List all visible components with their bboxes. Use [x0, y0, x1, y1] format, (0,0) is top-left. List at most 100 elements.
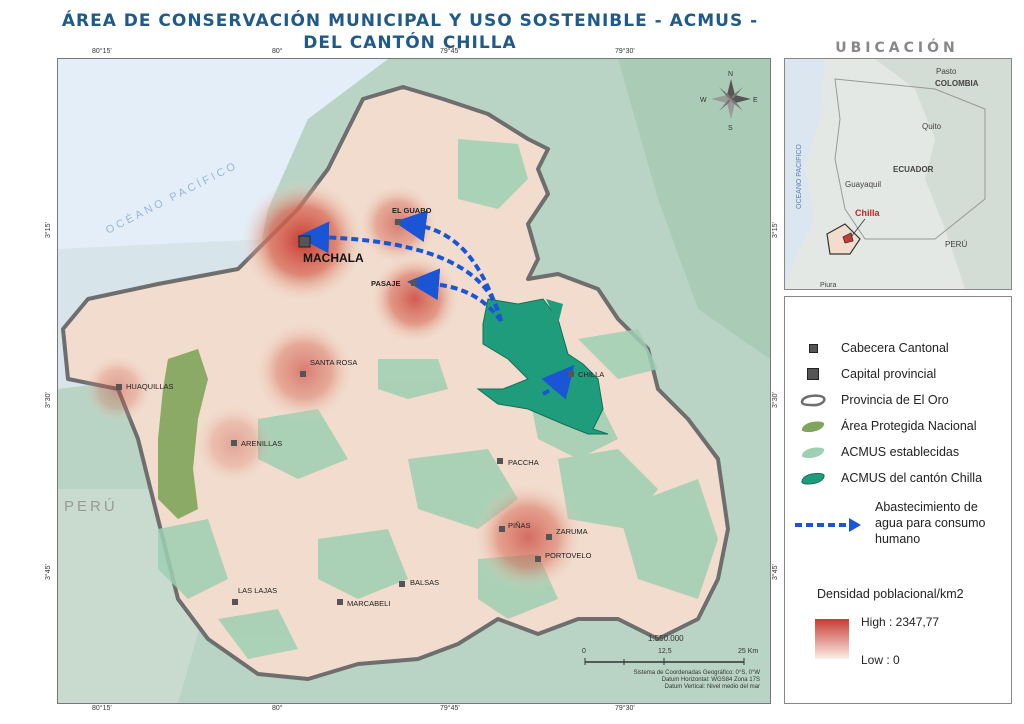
scale-tick-end: 25 Km — [738, 648, 758, 655]
coord-left-2: 3°30' — [45, 392, 52, 408]
town-pinas-label: PIÑAS — [508, 521, 531, 530]
legend-acmus-establecidas: ACMUS establecidas — [799, 443, 959, 461]
compass-w: W — [700, 97, 707, 104]
inset-pasto: Pasto — [936, 67, 957, 76]
datum-line-3: Datum Vertical: Nivel medio del mar — [665, 684, 760, 690]
town-balsas-label: BALSAS — [410, 578, 439, 587]
coord-left-1: 3°15' — [45, 222, 52, 238]
legend-density-title: Densidad poblacional/km2 — [817, 587, 964, 601]
location-inset-map[interactable]: Pasto COLOMBIA Quito ECUADOR Guayaquil C… — [784, 58, 1012, 290]
town-arenillas-label: ARENILLAS — [241, 439, 282, 448]
legend-acmus-establecidas-label: ACMUS establecidas — [841, 445, 960, 459]
capital-machala-marker[interactable] — [298, 235, 311, 248]
town-balsas-marker[interactable] — [399, 581, 405, 587]
map-title-line2: DEL CANTÓN CHILLA — [303, 33, 517, 53]
legend-provincia-label: Provincia de El Oro — [841, 393, 949, 407]
inset-guayaquil: Guayaquil — [845, 180, 881, 189]
inset-chilla-area — [842, 232, 854, 244]
town-paccha-marker[interactable] — [497, 458, 503, 464]
datum-line-1: Sistema de Coordenadas Geográfico: 0°S, … — [633, 670, 760, 676]
town-pasaje-marker[interactable] — [411, 280, 417, 286]
density-pasaje — [370, 254, 460, 344]
town-el-guabo-marker[interactable] — [395, 219, 401, 225]
town-huaquillas-marker[interactable] — [116, 384, 122, 390]
legend-acmus-establecidas-icon — [801, 447, 825, 458]
location-title: UBICACIÓN — [835, 40, 959, 56]
legend-capital-icon — [807, 368, 819, 380]
coord-bottom-3: 79°45' — [440, 705, 460, 712]
map-title: ÁREA DE CONSERVACIÓN MUNICIPAL Y USO SOS… — [30, 10, 790, 54]
compass-rose-icon: N S E W — [700, 71, 758, 132]
scale-bar: 1:550.000 0 12,5 25 Km Sistema de Coorde… — [582, 634, 760, 690]
town-el-guabo-label: EL GUABO — [392, 206, 432, 215]
main-map-svg: MACHALA EL GUABO PASAJE SANTA ROSA HUAQU… — [58, 59, 770, 703]
legend-panel: Cabecera Cantonal Capital provincial Pro… — [784, 296, 1012, 704]
main-map[interactable]: MACHALA EL GUABO PASAJE SANTA ROSA HUAQU… — [57, 58, 771, 704]
inset-ecuador-border — [834, 78, 986, 240]
town-chilla-label: CHILLA — [578, 370, 604, 379]
inset-ocean — [785, 59, 825, 289]
datum-line-2: Datum Horizontal: WGS84 Zona 17S — [662, 677, 760, 683]
legend-density-low: Low : 0 — [861, 653, 900, 667]
coord-top-1: 80°15' — [92, 48, 112, 55]
legend-density-high: High : 2347,77 — [861, 615, 940, 629]
town-marcabeli-label: MARCABELI — [347, 599, 390, 608]
coord-top-3: 79°45' — [440, 48, 460, 55]
legend-water-supply-line1: Abastecimiento de — [875, 500, 978, 514]
coord-bottom-2: 80° — [272, 705, 283, 712]
inset-quito: Quito — [922, 122, 942, 131]
coord-left-3: 3°45' — [45, 564, 52, 580]
scale-tick-0: 0 — [582, 648, 586, 655]
coord-bottom-4: 79°30' — [615, 705, 635, 712]
compass-s: S — [728, 125, 733, 132]
legend-area-protegida-label: Área Protegida Nacional — [841, 419, 977, 433]
inset-ecuador: ECUADOR — [893, 165, 934, 174]
compass-e: E — [753, 97, 758, 104]
legend-water-supply-line2: agua para consumo — [875, 516, 986, 530]
town-marcabeli-marker[interactable] — [337, 599, 343, 605]
town-las-lajas-marker[interactable] — [232, 599, 238, 605]
peru-label: PERÚ — [64, 498, 118, 515]
protected-area — [158, 349, 208, 519]
town-pinas-marker[interactable] — [499, 526, 505, 532]
legend-provincia-icon — [800, 394, 826, 407]
inset-piura: Piura — [820, 282, 836, 289]
town-portovelo-label: PORTOVELO — [545, 551, 592, 560]
legend-acmus-chilla-label: ACMUS del cantón Chilla — [841, 471, 983, 485]
density-zaruma — [473, 482, 583, 592]
inset-colombia: COLOMBIA — [935, 79, 979, 88]
inset-peru: PERÚ — [945, 240, 967, 249]
towns: MACHALA EL GUABO PASAJE SANTA ROSA HUAQU… — [116, 206, 604, 608]
legend-water-supply: Abastecimiento de agua para consumo huma… — [875, 499, 986, 547]
town-portovelo-marker[interactable] — [535, 556, 541, 562]
location-inset-svg: Pasto COLOMBIA Quito ECUADOR Guayaquil C… — [785, 59, 1011, 289]
scale-tick-mid: 12,5 — [658, 648, 672, 655]
legend-water-supply-line3: humano — [875, 532, 921, 546]
coord-right-1: 3°15' — [772, 222, 779, 238]
coord-right-3: 3°45' — [772, 564, 779, 580]
town-zaruma-label: ZARUMA — [556, 527, 588, 536]
town-santa-rosa-marker[interactable] — [300, 371, 306, 377]
inset-ocean-label: OCEANO PACIFICO — [796, 144, 803, 209]
town-huaquillas-label: HUAQUILLAS — [126, 382, 174, 391]
capital-machala-label: MACHALA — [303, 251, 364, 265]
inset-andes — [875, 59, 1011, 289]
map-title-line1: ÁREA DE CONSERVACIÓN MUNICIPAL Y USO SOS… — [61, 11, 759, 31]
town-zaruma-marker[interactable] — [546, 534, 552, 540]
legend-area-protegida: Área Protegida Nacional — [799, 417, 977, 435]
town-paccha-label: PACCHA — [508, 458, 539, 467]
acmus-chilla-north — [546, 299, 563, 324]
town-chilla-marker[interactable] — [568, 371, 574, 377]
acmus-established — [158, 139, 718, 659]
town-las-lajas-label: LAS LAJAS — [238, 586, 277, 595]
coord-right-2: 3°30' — [772, 392, 779, 408]
legend-acmus-chilla-icon — [801, 472, 825, 485]
scale-ratio: 1:550.000 — [648, 634, 684, 643]
town-arenillas-marker[interactable] — [231, 440, 237, 446]
coord-bottom-1: 80°15' — [92, 705, 112, 712]
legend-provincia: Provincia de El Oro — [799, 391, 949, 409]
legend-area-protegida-icon — [801, 421, 825, 432]
coord-top-2: 80° — [272, 48, 283, 55]
relief-northeast — [618, 59, 770, 359]
legend-cabecera-icon — [808, 343, 818, 353]
